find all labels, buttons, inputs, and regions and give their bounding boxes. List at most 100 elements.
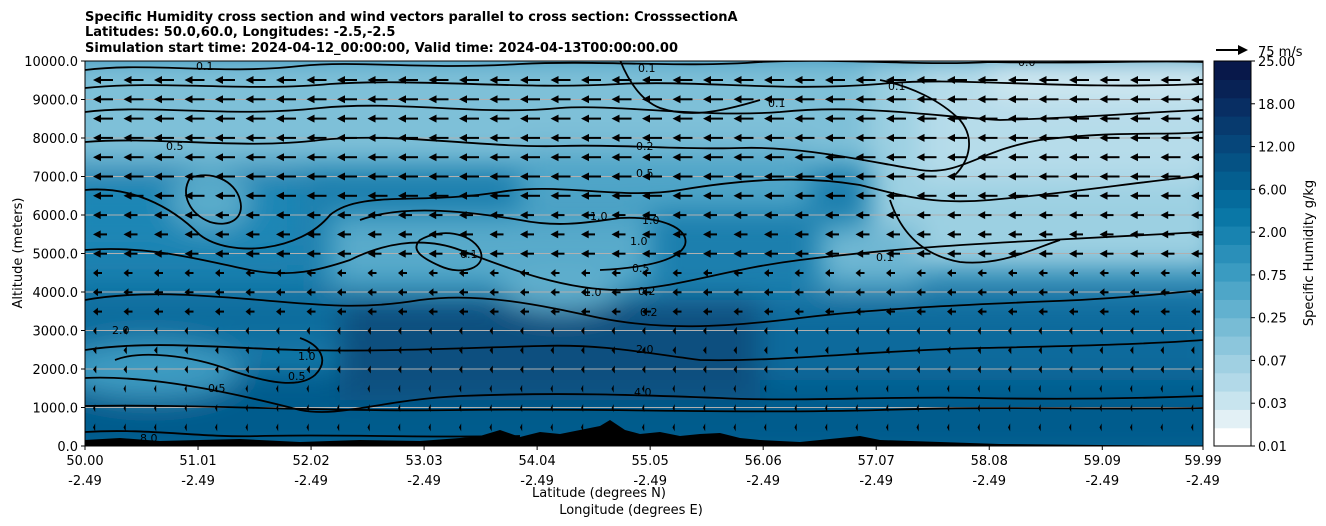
colorbar-band — [1214, 336, 1251, 355]
wind-vector-head — [794, 172, 803, 181]
wind-vector-head — [794, 365, 798, 374]
wind-vector-head — [215, 269, 220, 277]
wind-vector-head — [276, 404, 279, 413]
wind-vector-head — [398, 172, 406, 181]
wind-vector-head — [611, 365, 615, 374]
wind-vector-head — [947, 384, 950, 393]
wind-vector-head — [1099, 326, 1103, 335]
x-tick-label-longitude: -2.49 — [972, 474, 1006, 489]
wind-vector-head — [459, 76, 467, 84]
wind-vector-head — [947, 365, 951, 374]
wind-vector-head — [916, 384, 919, 393]
wind-vector-head — [794, 114, 803, 123]
wind-vector-head — [581, 404, 584, 413]
x-tick-label-longitude: -2.49 — [859, 474, 893, 489]
wind-vector-head — [276, 269, 281, 277]
wind-vector-head — [550, 133, 559, 142]
wind-vector-head — [184, 307, 190, 316]
wind-vector-head — [1069, 346, 1073, 355]
wind-vector-head — [1130, 404, 1133, 413]
wind-vector-head — [886, 423, 889, 432]
wind-vector-head — [1069, 249, 1077, 258]
wind-vector-head — [1191, 114, 1199, 123]
wind-vector-head — [1160, 76, 1169, 84]
wind-vector-head — [855, 249, 864, 258]
wind-vector-head — [337, 230, 345, 239]
wind-vector-head — [581, 249, 589, 258]
wind-vector-head — [1191, 249, 1199, 258]
wind-vector-head — [215, 133, 223, 142]
wind-vector-head — [123, 307, 129, 316]
wind-vector-head — [794, 384, 797, 393]
wind-vector-head — [1099, 365, 1103, 374]
wind-vector-head — [215, 153, 223, 162]
wind-vector-head — [764, 346, 768, 355]
wind-vector-head — [398, 346, 402, 355]
wind-vector-head — [1008, 423, 1011, 432]
wind-vector-head — [672, 191, 681, 200]
wind-vector-head — [886, 365, 890, 374]
wind-vector-head — [459, 288, 464, 297]
wind-vector-head — [1008, 191, 1016, 200]
wind-vector-head — [977, 269, 983, 277]
wind-vector-head — [1099, 346, 1103, 355]
wind-vector-head — [733, 114, 742, 123]
wind-vector-head — [1099, 307, 1105, 316]
wind-vector-head — [794, 153, 803, 162]
x-axis-label-longitude: Longitude (degrees E) — [559, 503, 703, 518]
wind-vector-head — [1191, 133, 1199, 142]
wind-vector-head — [184, 114, 193, 123]
wind-vector-head — [367, 191, 376, 200]
colorbar-tick-label: 0.75 — [1258, 269, 1287, 284]
wind-vector-head — [123, 365, 127, 374]
wind-vector-head — [581, 76, 589, 84]
wind-vector-head — [886, 230, 894, 239]
wind-vector-head — [550, 230, 559, 239]
wind-vector-head — [764, 76, 772, 84]
contour-label: 1.0 — [590, 210, 608, 223]
wind-vector-head — [672, 384, 675, 393]
wind-vector-head — [947, 114, 955, 123]
wind-vector-head — [215, 307, 220, 316]
colorbar-ticks: 0.01 0.03 0.07 0.25 0.75 2.00 6.00 12.00 18.00 25… — [1251, 55, 1295, 455]
wind-vector-head — [886, 114, 894, 123]
y-tick-label: 10000.0 — [24, 55, 78, 70]
contour-label: 0.5 — [636, 167, 654, 180]
wind-vector-head — [1038, 423, 1041, 432]
wind-vector-head — [825, 114, 833, 123]
wind-vector-head — [1008, 230, 1016, 239]
colorbar-band — [1214, 354, 1251, 374]
y-tick-label: 1000.0 — [33, 402, 79, 417]
wind-vector-head — [154, 211, 162, 220]
wind-vector-head — [398, 191, 406, 200]
wind-vector-head — [977, 153, 986, 162]
wind-vector-head — [703, 153, 711, 162]
wind-vector-head — [428, 191, 437, 200]
x-axis: 50.00 -2.49 51.01 -2.49 52.02 -2.49 53.03 -2.49… — [66, 446, 1222, 489]
wind-vector-head — [93, 133, 101, 142]
wind-vector-head — [1008, 288, 1013, 297]
wind-vector-head — [947, 423, 950, 432]
wind-vector-head — [1069, 133, 1077, 142]
wind-vector-head — [428, 249, 437, 258]
wind-vector-head — [886, 95, 894, 104]
quiver-key-label: 75 m/s — [1258, 45, 1303, 60]
wind-vector-head — [215, 211, 223, 220]
wind-vector-head — [489, 249, 498, 258]
wind-vector-head — [520, 404, 523, 413]
wind-vector-head — [916, 95, 925, 104]
wind-vector-head — [611, 153, 620, 162]
wind-vector-head — [1099, 230, 1108, 239]
wind-vector-head — [489, 307, 495, 316]
x-tick-label-latitude: 54.04 — [519, 454, 556, 469]
wind-vector-head — [489, 230, 498, 239]
wind-vector-head — [520, 269, 525, 277]
wind-vector-head — [733, 172, 742, 181]
wind-vector-head — [93, 211, 101, 220]
wind-vector-head — [703, 114, 711, 123]
wind-vector-head — [1069, 76, 1077, 84]
wind-vector-head — [184, 269, 190, 277]
wind-vector-head — [642, 326, 646, 335]
wind-vector-head — [245, 423, 248, 432]
wind-vector-head — [1191, 288, 1196, 297]
